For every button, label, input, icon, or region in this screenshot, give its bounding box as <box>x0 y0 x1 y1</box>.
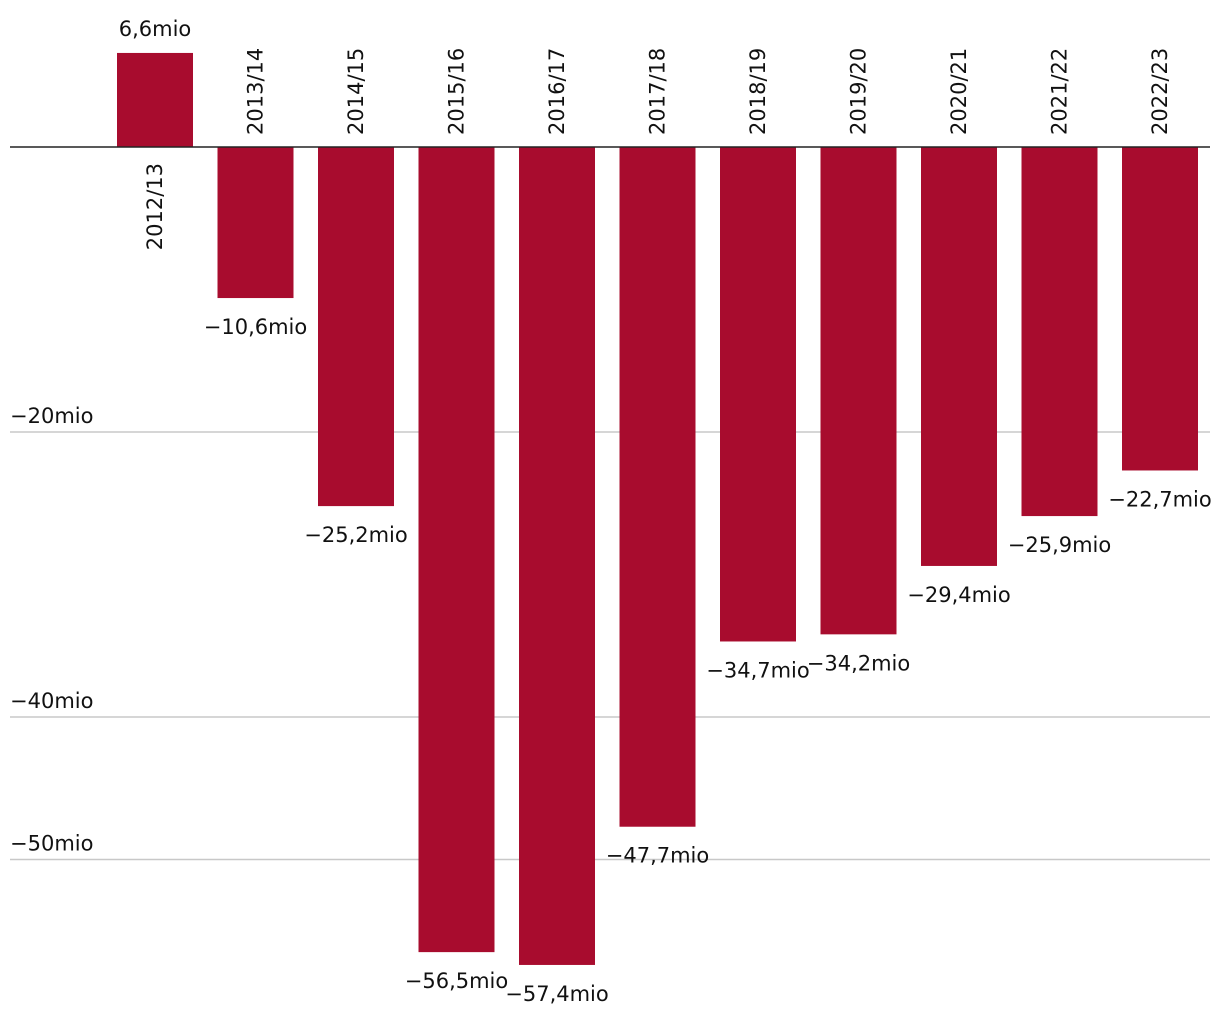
value-label: 6,6mio <box>119 17 192 41</box>
category-label: 2013/14 <box>244 48 268 135</box>
bar <box>117 52 193 148</box>
y-tick-label: −40mio <box>10 689 93 713</box>
bars <box>117 52 1198 965</box>
bar <box>1021 147 1098 517</box>
category-label: 2022/23 <box>1148 48 1172 135</box>
category-label: 2014/15 <box>344 48 368 135</box>
value-label: −56,5mio <box>405 969 509 993</box>
bar <box>619 147 696 827</box>
bar <box>418 147 495 953</box>
category-label: 2020/21 <box>947 48 971 135</box>
bar <box>217 147 294 299</box>
category-label: 2012/13 <box>143 163 167 250</box>
category-label: 2021/22 <box>1048 48 1072 135</box>
value-label: −57,4mio <box>505 982 609 1006</box>
bar <box>1122 147 1198 471</box>
bar <box>519 147 595 965</box>
y-tick-label: −50mio <box>10 832 93 856</box>
bar <box>720 147 796 642</box>
bar <box>318 147 394 507</box>
category-label: 2018/19 <box>746 48 770 135</box>
value-label: −34,7mio <box>706 658 810 682</box>
category-label: 2019/20 <box>847 48 871 135</box>
category-label: 2017/18 <box>646 48 670 135</box>
gridlines: −20mio −40mio −50mio <box>10 404 1210 861</box>
value-label: −22,7mio <box>1108 487 1212 511</box>
value-label: −47,7mio <box>606 844 710 868</box>
category-label: 2015/16 <box>445 48 469 135</box>
y-tick-label: −20mio <box>10 404 93 428</box>
value-label: −25,2mio <box>304 523 408 547</box>
value-label: −34,2mio <box>807 651 911 675</box>
value-label: −29,4mio <box>907 583 1011 607</box>
bar <box>921 147 997 566</box>
category-label: 2016/17 <box>545 48 569 135</box>
value-label: −25,9mio <box>1008 533 1112 557</box>
value-label: −10,6mio <box>204 315 308 339</box>
bar <box>820 147 897 635</box>
labels: 6,6mio 2012/13 −10,6mio 2013/14 −25,2mio 2014… <box>119 17 1212 1006</box>
